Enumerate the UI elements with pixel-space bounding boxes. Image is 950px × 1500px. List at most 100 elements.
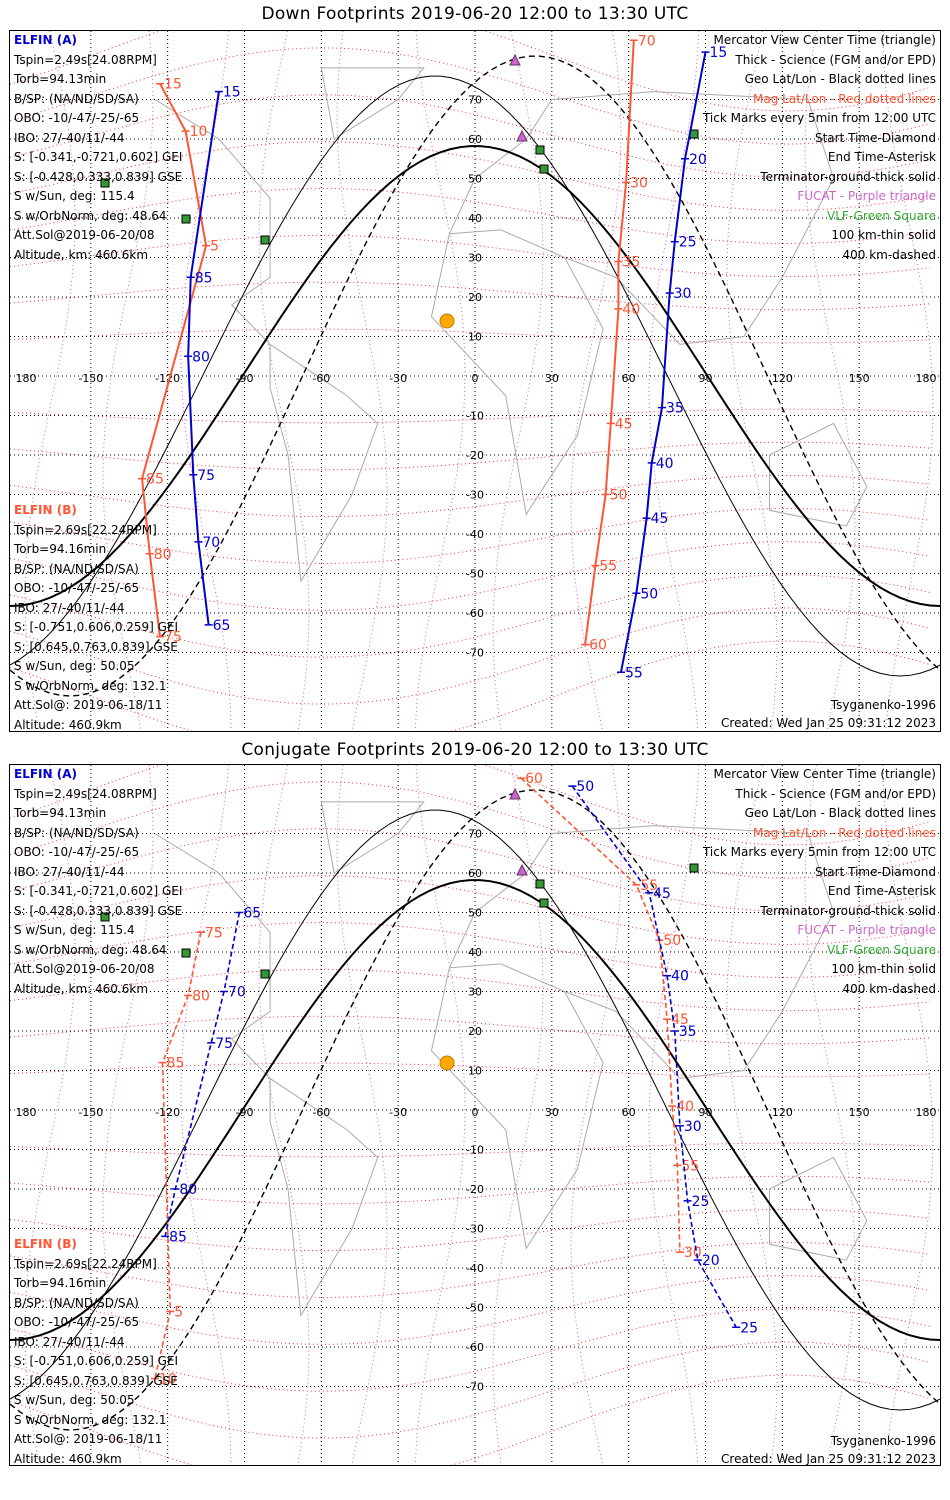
coastline — [320, 801, 425, 874]
elfin-a-tick-label: 45 — [653, 886, 671, 902]
lat-tick-label: 20 — [468, 291, 482, 304]
elfin-a-tick-label: 35 — [666, 401, 684, 417]
lat-tick-label: 20 — [468, 1025, 482, 1038]
elfin-a-tick-label: 40 — [656, 456, 674, 472]
elfin-a-info-line: Altitude, km: 460.6km — [14, 981, 149, 996]
lat-tick-label: -30 — [466, 489, 484, 502]
coastline — [430, 963, 604, 1250]
elfin-b-tick-label: 45 — [615, 416, 633, 432]
elfin-a-tick-label: 15 — [710, 45, 728, 61]
mag-lat-line — [10, 408, 931, 424]
legend-item: Terminator-ground-thick solid — [760, 903, 936, 918]
elfin-a-info-line: S: [-0.428,0.333,0.839] GSE — [14, 169, 183, 184]
legend-item: Mercator View Center Time (triangle) — [713, 767, 936, 781]
elfin-a-info-line: Altitude, km: 460.6km — [14, 247, 149, 262]
vlf-square-icon — [181, 214, 191, 224]
vlf-square-icon — [535, 879, 545, 889]
lon-tick-label: -30 — [389, 1106, 407, 1119]
lon-tick-label: 60 — [622, 372, 636, 385]
elfin-a-tick-label: 65 — [243, 906, 261, 922]
lat-tick-label: 50 — [468, 907, 482, 920]
conjugate-model-label: Tsyganenko-1996 — [830, 1434, 936, 1448]
lat-tick-label: -30 — [466, 1223, 484, 1236]
vlf-square-icon — [260, 235, 270, 245]
fucat-triangle-icon — [516, 129, 528, 142]
fucat-triangle-icon — [509, 53, 521, 66]
legend-item: FUCAT - Purple triangle — [797, 189, 936, 203]
elfin-b-tick-label: 60 — [525, 771, 543, 787]
lon-tick-label: 180 — [916, 1106, 937, 1119]
lat-tick-label: -10 — [466, 1144, 484, 1157]
elfin-a-tick-label: 30 — [684, 1119, 702, 1135]
elfin-b-tick-label: 10 — [159, 1372, 177, 1388]
legend-item: VLF-Green Square — [827, 208, 936, 223]
elfin-a-info-line: S w/OrbNorm, deg: 48.64 — [14, 208, 167, 223]
mag-lat-line — [10, 607, 931, 705]
elfin-a-info-line: B/SP: (NA/ND/SD/SA) — [14, 825, 139, 840]
elfin-a-tick-label: 85 — [169, 1229, 187, 1245]
legend-item: End Time-Asterisk — [827, 884, 936, 898]
elfin-a-tick-label: 25 — [740, 1320, 758, 1336]
lat-tick-label: 10 — [468, 1065, 482, 1078]
lon-tick-label: 180 — [16, 372, 37, 385]
legend-item: 100 km-thin solid — [831, 228, 936, 242]
elfin-a-track-line — [571, 785, 737, 1328]
mag-lat-line — [10, 1308, 931, 1392]
lat-tick-label: -70 — [466, 1381, 484, 1394]
elfin-a-info-line: S: [-0.428,0.333,0.839] GSE — [14, 903, 183, 918]
coastline — [269, 1077, 379, 1317]
elfin-a-tick-label: 25 — [679, 235, 697, 251]
elfin-b-info-line: Att.Sol@: 2019-06-18/11 — [14, 698, 163, 712]
elfin-a-info-line: S: [-0.341,-0.721,0.602] GEI — [14, 884, 183, 898]
coastline — [448, 91, 835, 345]
lat-tick-label: -60 — [466, 1341, 484, 1354]
lon-tick-label: -60 — [312, 372, 330, 385]
mag-lon-line — [336, 31, 388, 731]
legend-item: 400 km-dashed — [842, 247, 936, 262]
down-map: 180 -150 -120 -90 -60 -30 0 30 60 90 120 150 180 70 60… — [10, 31, 940, 731]
conjugate-title: Conjugate Footprints 2019-06-20 12:00 to… — [241, 740, 709, 760]
elfin-b-tick-label: 50 — [663, 933, 681, 949]
lon-tick-label: -30 — [389, 372, 407, 385]
coastline — [154, 833, 271, 1079]
lat-tick-label: -40 — [466, 528, 484, 541]
legend-item: Thick - Science (FGM and/or EPD) — [735, 786, 936, 801]
elfin-b-tick-label: 55 — [681, 1158, 699, 1174]
legend-item: Mercator View Center Time (triangle) — [713, 33, 936, 47]
elfin-b-tick-label: 10 — [190, 124, 208, 140]
elfin-b-info-line: S: [0.645,0.763,0.839] GSE — [14, 1373, 178, 1388]
mag-lon-line — [570, 765, 622, 1465]
elfin-a-info-line: Tspin=2.49s[24.08RPM] — [14, 786, 157, 801]
elfin-b-tick-label: 85 — [167, 1056, 185, 1072]
mag-lat-line — [10, 94, 931, 178]
elfin-a-tick-label: 50 — [640, 586, 658, 602]
lon-tick-label: 0 — [472, 1106, 479, 1119]
lat-tick-label: 60 — [468, 133, 482, 146]
elfin-b-info-line: B/SP: (NA/ND/SD/SA) — [14, 561, 139, 576]
elfin-a-tick-label: 70 — [228, 985, 246, 1001]
elfin-a-tick-label: 20 — [689, 152, 707, 168]
elfin-b-info-line: OBO: -10/-47/-25/-65 — [14, 1315, 140, 1329]
elfin-a-tick-label: 30 — [674, 286, 692, 302]
vlf-square-icon — [100, 912, 110, 922]
elfin-a-tick-label: 70 — [202, 535, 220, 551]
legend-item: Tick Marks every 5min from 12:00 UTC — [702, 111, 936, 125]
terminator-400km-line — [10, 789, 940, 1431]
elfin-a-info-line: Att.Sol@2019-06-20/08 — [14, 228, 155, 242]
elfin-a-tick-label: 35 — [679, 1024, 697, 1040]
coastline — [769, 1156, 868, 1261]
lat-tick-label: -50 — [466, 568, 484, 581]
elfin-a-tick-label: 80 — [192, 349, 210, 365]
elfin-b-tick-label: 75 — [164, 630, 182, 646]
lat-tick-label: 60 — [468, 867, 482, 880]
elfin-b-tick-label: 15 — [164, 77, 182, 93]
elfin-b-label: ELFIN (B) — [14, 503, 77, 517]
lat-tick-label: -50 — [466, 1302, 484, 1315]
legend-item: Mag Lat/Lon - Red dotted lines — [752, 91, 936, 106]
lon-tick-label: 150 — [849, 1106, 870, 1119]
legend-item: Mag Lat/Lon - Red dotted lines — [752, 825, 936, 840]
elfin-b-tick-label: 50 — [610, 488, 628, 504]
lat-tick-label: 40 — [468, 946, 482, 959]
lat-tick-label: 30 — [468, 986, 482, 999]
elfin-b-tick-label: 80 — [154, 547, 172, 563]
